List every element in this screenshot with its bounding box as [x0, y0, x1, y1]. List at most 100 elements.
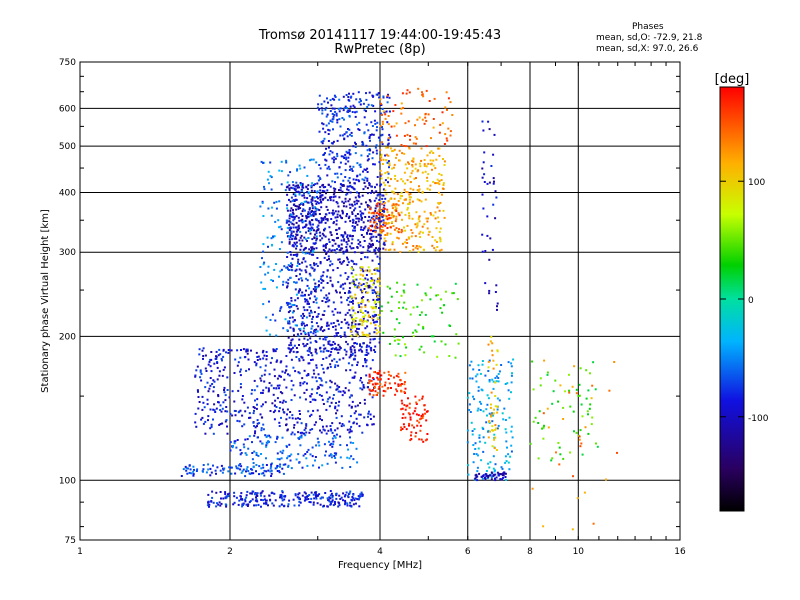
- data-point: [352, 104, 355, 107]
- data-point: [351, 307, 353, 310]
- x-tick-label: 2: [227, 547, 233, 557]
- data-point: [292, 384, 295, 387]
- data-point: [370, 229, 372, 232]
- data-point: [389, 147, 392, 150]
- data-point: [315, 497, 318, 500]
- data-point: [344, 499, 347, 502]
- data-point: [472, 395, 474, 398]
- data-point: [414, 223, 417, 226]
- data-point: [348, 168, 351, 171]
- data-point: [272, 235, 274, 238]
- data-point: [270, 214, 273, 217]
- data-point: [266, 236, 269, 239]
- data-point: [358, 413, 361, 416]
- data-point: [307, 302, 310, 305]
- data-point: [485, 421, 488, 424]
- data-point: [348, 198, 351, 201]
- data-point: [327, 128, 330, 131]
- data-point: [379, 225, 382, 227]
- data-point: [368, 410, 370, 413]
- data-point: [384, 197, 387, 200]
- data-point: [492, 359, 495, 362]
- data-point: [257, 503, 260, 506]
- data-point: [301, 317, 304, 320]
- data-point: [557, 442, 560, 444]
- data-point: [315, 366, 318, 369]
- data-point: [325, 408, 328, 411]
- data-point: [368, 382, 371, 385]
- data-point: [394, 104, 397, 106]
- data-point: [278, 275, 280, 278]
- data-point: [300, 234, 303, 237]
- data-point: [350, 301, 353, 303]
- data-point: [326, 174, 329, 177]
- data-point: [377, 277, 380, 280]
- data-point: [371, 189, 373, 192]
- colorbar-tick-label: 0: [748, 296, 754, 306]
- data-point: [337, 505, 340, 508]
- data-point: [303, 324, 306, 327]
- data-point: [261, 200, 264, 203]
- data-point: [433, 247, 436, 250]
- data-point: [368, 250, 371, 253]
- data-point: [254, 399, 256, 402]
- data-point: [274, 350, 277, 353]
- data-point: [315, 380, 318, 383]
- data-point: [385, 223, 388, 225]
- data-point: [269, 319, 272, 321]
- data-point: [304, 269, 307, 272]
- data-point: [386, 218, 389, 221]
- data-point: [204, 432, 207, 435]
- data-point: [259, 266, 262, 268]
- data-point: [403, 301, 406, 304]
- data-point: [286, 256, 289, 258]
- data-point: [316, 191, 319, 194]
- data-point: [321, 189, 324, 192]
- data-point: [371, 157, 374, 160]
- data-point: [495, 363, 498, 366]
- data-point: [378, 331, 381, 334]
- data-point: [242, 504, 244, 506]
- data-point: [303, 369, 306, 372]
- data-point: [288, 188, 291, 191]
- data-point: [421, 299, 423, 302]
- data-point: [388, 110, 391, 113]
- data-point: [238, 410, 241, 413]
- data-point: [312, 288, 315, 291]
- data-point: [441, 111, 444, 114]
- data-point: [202, 357, 204, 360]
- data-point: [314, 282, 317, 285]
- data-point: [327, 327, 330, 330]
- data-point: [298, 461, 301, 464]
- data-point: [339, 498, 342, 500]
- data-point: [286, 329, 289, 332]
- data-point: [377, 298, 380, 301]
- data-point: [404, 343, 406, 346]
- data-point: [403, 152, 406, 155]
- data-point: [394, 174, 397, 177]
- data-point: [301, 431, 304, 434]
- data-point: [366, 325, 369, 328]
- data-point: [481, 193, 484, 196]
- data-point: [293, 433, 296, 436]
- data-point: [381, 128, 384, 131]
- data-point: [349, 369, 352, 372]
- data-point: [379, 159, 382, 162]
- data-point: [288, 220, 291, 223]
- data-point: [373, 371, 376, 374]
- data-point: [294, 299, 297, 302]
- data-point: [216, 502, 218, 505]
- data-point: [537, 422, 540, 424]
- data-point: [393, 148, 396, 151]
- data-point: [425, 294, 428, 297]
- data-point: [221, 422, 224, 425]
- data-point: [331, 107, 334, 110]
- data-point: [357, 220, 360, 223]
- data-point: [414, 407, 417, 410]
- data-point: [346, 234, 349, 237]
- data-point: [317, 197, 319, 200]
- data-point: [420, 438, 423, 441]
- data-point: [436, 355, 439, 358]
- data-point: [500, 364, 503, 366]
